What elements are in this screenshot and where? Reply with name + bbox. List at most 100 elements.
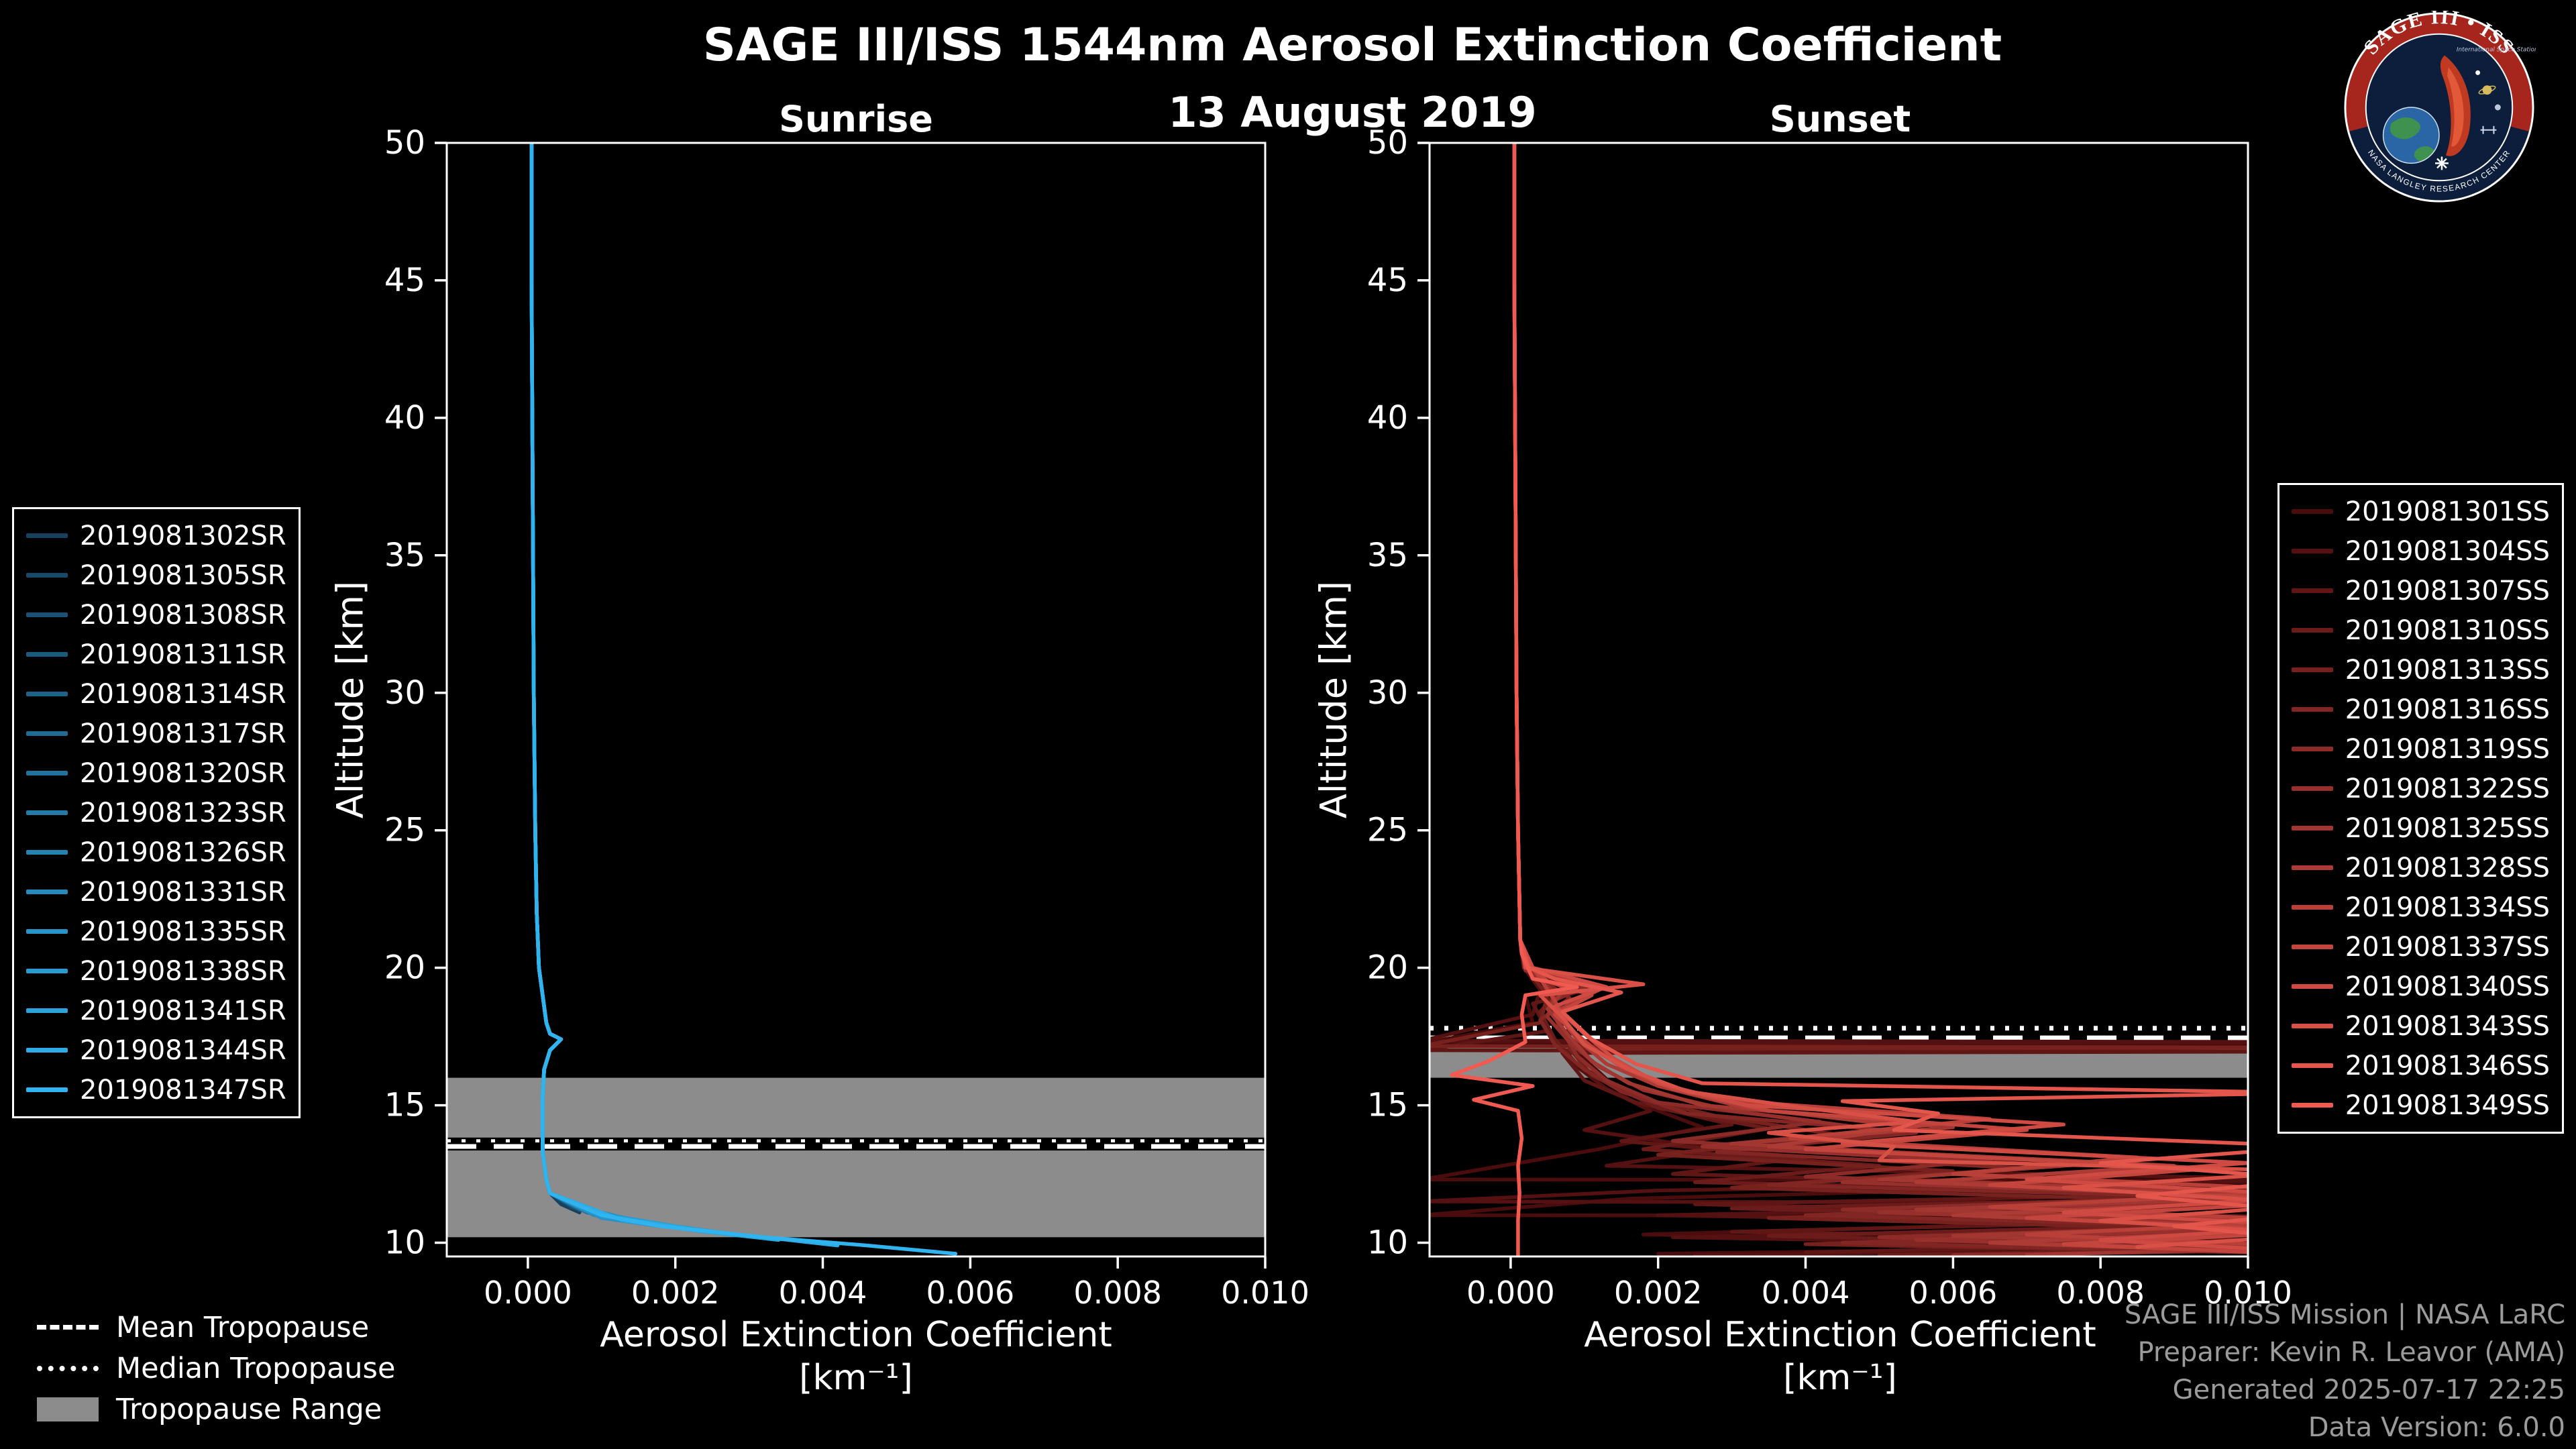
sunset-x-axis-label: Aerosol Extinction Coefficient [km⁻¹] (1584, 1313, 2096, 1399)
legend-label: 2019081325SS (2345, 812, 2550, 844)
y-tick-label: 15 (1367, 1087, 1408, 1124)
sunset-y-axis-label: Altitude [km] (1312, 580, 1355, 819)
legend-item: 2019081311SR (26, 635, 286, 674)
legend-label: 2019081349SS (2345, 1089, 2550, 1121)
legend-swatch (26, 1087, 68, 1092)
sunrise-plot: 10 15 20 25 30 35 40 45 50 0.000 0.002 0.004 0.006 0.… (384, 124, 1309, 1311)
tropopause-key-row-mean: Mean Tropopause (37, 1307, 395, 1348)
legend-item: 2019081320SR (26, 753, 286, 793)
legend-swatch (2291, 1063, 2333, 1068)
legend-item: 2019081347SR (26, 1070, 286, 1110)
legend-label: 2019081322SS (2345, 773, 2550, 804)
sage-iss-logo: SAGE III • ISS International Space Stati… (2344, 11, 2536, 203)
legend-item: 2019081313SS (2291, 650, 2550, 690)
legend-swatch (26, 969, 68, 973)
y-tick-label: 35 (1367, 537, 1408, 574)
legend-swatch (26, 533, 68, 538)
legend-label: 2019081328SS (2345, 852, 2550, 883)
legend-swatch (2291, 1024, 2333, 1028)
tropopause-key-row-median: Median Tropopause (37, 1348, 395, 1389)
legend-item: 2019081349SS (2291, 1085, 2550, 1125)
plot-canvas: 10 15 20 25 30 35 40 45 50 0.000 0.002 0.004 0.006 0.… (384, 124, 1309, 1311)
legend-item: 2019081301SS (2291, 492, 2550, 531)
legend-swatch (26, 692, 68, 696)
legend-label: 2019081346SS (2345, 1050, 2550, 1081)
legend-item: 2019081322SS (2291, 769, 2550, 808)
x-tick-label: 0.004 (779, 1275, 867, 1311)
legend-item: 2019081326SR (26, 833, 286, 872)
legend-label: 2019081344SR (80, 1034, 286, 1066)
y-tick-label: 50 (1367, 124, 1408, 162)
y-tick-label: 20 (1367, 949, 1408, 987)
dashed-line-sample (37, 1325, 99, 1330)
robed-figure-icon (2440, 55, 2471, 156)
y-tick-label: 10 (384, 1224, 425, 1262)
x-tick-label: 0.008 (2056, 1275, 2145, 1311)
legend-swatch (2291, 509, 2333, 514)
x-axis-label-units: [km⁻¹] (799, 1358, 913, 1398)
legend-label: 2019081301SS (2345, 496, 2550, 527)
iss-icon (2480, 125, 2497, 134)
legend-item: 2019081337SS (2291, 927, 2550, 967)
sunset-panel-title: Sunset (1769, 98, 1911, 140)
legend-label: 2019081305SR (80, 559, 286, 591)
tropopause-key-row-range: Tropopause Range (37, 1389, 395, 1430)
legend-item: 2019081317SR (26, 714, 286, 753)
plot-frame (445, 142, 1267, 1258)
y-tick-label: 45 (384, 262, 425, 299)
legend-label: 2019081341SR (80, 995, 286, 1026)
logo-subtitle: International Space Station (2457, 47, 2536, 54)
legend-item: 2019081308SR (26, 595, 286, 635)
logo-bottom-band (2347, 126, 2531, 203)
legend-item: 2019081335SR (26, 912, 286, 951)
legend-label: 2019081304SS (2345, 535, 2550, 567)
y-tick-label: 50 (384, 124, 425, 162)
legend-swatch (2291, 945, 2333, 949)
legend-item: 2019081305SR (26, 555, 286, 595)
y-tick-label: 15 (384, 1087, 425, 1124)
tropopause-range-band (447, 1077, 1265, 1238)
legend-item: 2019081302SR (26, 516, 286, 555)
legend-item: 2019081304SS (2291, 531, 2550, 571)
legend-item: 2019081328SS (2291, 848, 2550, 888)
y-tick-label: 30 (384, 674, 425, 712)
x-tick-label: 0.000 (1466, 1275, 1555, 1311)
legend-swatch (26, 652, 68, 657)
legend-item: 2019081343SS (2291, 1006, 2550, 1046)
legend-label: 2019081307SS (2345, 575, 2550, 606)
legend-swatch (26, 612, 68, 617)
y-tick-label: 25 (1367, 812, 1408, 849)
legend-label: 2019081337SS (2345, 931, 2550, 963)
moon-icon (2494, 104, 2501, 111)
legend-swatch (26, 573, 68, 578)
sunrise-x-axis-label: Aerosol Extinction Coefficient [km⁻¹] (600, 1313, 1112, 1399)
y-tick-label: 20 (384, 949, 425, 987)
legend-item: 2019081334SS (2291, 888, 2550, 927)
legend-swatch (2291, 747, 2333, 751)
legend-item: 2019081314SR (26, 674, 286, 714)
x-tick-label: 0.002 (631, 1275, 720, 1311)
legend-swatch (2291, 667, 2333, 672)
sunset-plot: 10 15 20 25 30 35 40 45 50 0.000 0.002 0.004 0.006 0.… (1367, 124, 2292, 1311)
sunset-legend: 2019081301SS 2019081304SS 2019081307SS 2019… (2277, 483, 2564, 1134)
y-tick-label: 40 (384, 399, 425, 437)
legend-swatch (2291, 865, 2333, 870)
legend-swatch (2291, 628, 2333, 633)
plot-canvas: 10 15 20 25 30 35 40 45 50 0.000 0.002 0.004 0.006 0.… (1367, 124, 2292, 1311)
x-tick-label: 0.002 (1614, 1275, 1703, 1311)
legend-swatch (2291, 984, 2333, 989)
tropopause-key: Mean Tropopause Median Tropopause Tropop… (37, 1307, 395, 1430)
dotted-line-sample (37, 1365, 99, 1371)
legend-item: 2019081338SR (26, 951, 286, 991)
legend-label: 2019081343SS (2345, 1010, 2550, 1042)
legend-label: 2019081316SS (2345, 694, 2550, 725)
legend-item: 2019081340SS (2291, 967, 2550, 1006)
starburst-icon (2435, 156, 2449, 170)
legend-item: 2019081341SR (26, 991, 286, 1030)
sunrise-panel-title: Sunrise (779, 98, 933, 140)
y-tick-label: 25 (384, 812, 425, 849)
preparer-credit: Preparer: Kevin R. Leavor (AMA) (2137, 1337, 2565, 1368)
y-tick-label: 10 (1367, 1224, 1408, 1262)
legend-swatch (2291, 707, 2333, 712)
mission-credit: SAGE III/ISS Mission | NASA LaRC (2124, 1299, 2565, 1330)
